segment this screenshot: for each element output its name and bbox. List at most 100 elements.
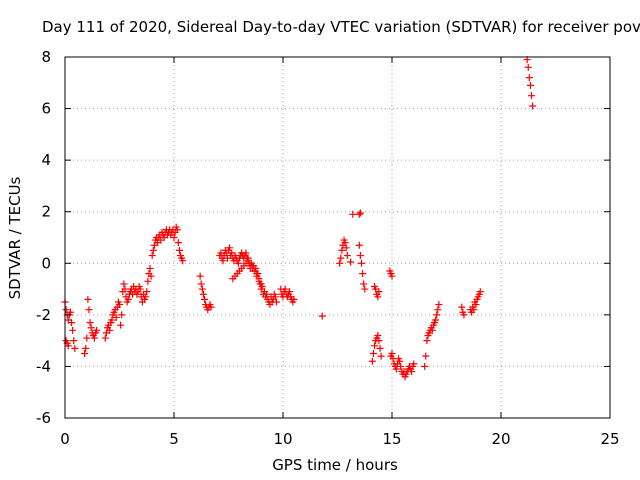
data-point	[242, 259, 250, 267]
data-point	[143, 288, 151, 296]
data-point	[428, 326, 436, 334]
data-point	[434, 306, 442, 314]
data-point	[106, 326, 114, 334]
data-point	[175, 246, 183, 254]
chart-title: Day 111 of 2020, Sidereal Day-to-day VTE…	[42, 18, 640, 36]
data-point	[286, 288, 294, 296]
data-point	[388, 350, 396, 358]
data-point	[121, 285, 129, 293]
y-tick-label: 6	[41, 100, 51, 118]
data-point	[70, 337, 78, 345]
data-point	[84, 295, 92, 303]
data-point	[361, 285, 369, 293]
data-point	[377, 352, 385, 360]
data-point	[242, 249, 250, 257]
data-point	[410, 360, 418, 368]
data-point	[337, 254, 345, 262]
x-tick-label: 25	[600, 430, 619, 448]
data-point	[82, 344, 90, 352]
data-point	[368, 357, 376, 365]
data-point	[179, 257, 187, 265]
data-point	[71, 344, 79, 352]
data-point	[392, 365, 400, 373]
x-tick-label: 20	[491, 430, 510, 448]
data-point	[146, 264, 154, 272]
y-tick-label: 4	[41, 151, 51, 169]
data-point	[117, 321, 125, 329]
data-point	[476, 288, 484, 296]
data-point	[432, 316, 440, 324]
data-points	[61, 56, 537, 381]
y-tick-label: 0	[41, 254, 51, 272]
y-tick-label: -4	[36, 357, 51, 375]
y-axis-title: SDTVAR / TECUs	[6, 176, 24, 299]
data-point	[524, 63, 532, 71]
data-point	[374, 331, 382, 339]
data-point	[255, 275, 263, 283]
data-point	[170, 234, 178, 241]
data-point	[120, 280, 128, 288]
data-point	[528, 92, 536, 100]
x-axis-ticks: 0 5 10 15 20 25	[60, 57, 620, 448]
data-point	[69, 326, 77, 334]
data-point	[422, 352, 430, 360]
data-point	[219, 257, 227, 265]
data-point	[147, 272, 155, 280]
data-point	[62, 306, 70, 314]
x-tick-label: 10	[273, 430, 292, 448]
data-point	[271, 293, 279, 301]
data-point	[349, 210, 357, 218]
data-point	[148, 252, 156, 260]
data-point	[81, 350, 89, 358]
data-point	[318, 312, 326, 320]
data-point	[198, 285, 206, 293]
plot-frame	[64, 56, 611, 419]
y-tick-label: -6	[36, 409, 51, 427]
x-axis-title: GPS time / hours	[272, 456, 398, 474]
data-point	[529, 102, 537, 110]
data-point	[374, 293, 382, 301]
data-point	[244, 254, 252, 262]
data-point	[136, 285, 144, 293]
data-point	[207, 303, 215, 311]
data-point	[253, 270, 261, 278]
data-point	[108, 316, 116, 324]
data-point	[149, 246, 157, 254]
data-point	[375, 337, 383, 345]
y-tick-label: -2	[36, 306, 51, 324]
data-point	[369, 350, 377, 358]
data-point	[408, 368, 416, 376]
data-point	[83, 334, 91, 342]
data-point	[342, 244, 350, 252]
data-point	[263, 290, 271, 298]
data-point	[356, 209, 364, 217]
data-point	[144, 277, 152, 285]
data-point	[116, 301, 123, 309]
data-point	[68, 319, 76, 327]
data-point	[118, 311, 126, 319]
data-point	[360, 280, 368, 288]
data-point	[472, 301, 480, 309]
data-point	[201, 295, 209, 303]
data-point	[281, 285, 289, 293]
x-tick-label: 15	[382, 430, 401, 448]
data-point	[101, 334, 109, 342]
data-point	[257, 280, 265, 288]
data-point	[357, 259, 365, 267]
data-point	[396, 357, 404, 365]
data-point	[341, 239, 349, 247]
data-point	[470, 306, 478, 314]
data-point	[397, 362, 405, 370]
data-point	[423, 337, 431, 345]
data-point	[526, 81, 534, 89]
data-point	[460, 311, 468, 319]
y-tick-label: 2	[41, 203, 51, 221]
data-point	[86, 319, 94, 327]
data-point	[356, 252, 364, 260]
data-point	[197, 280, 205, 288]
data-point	[458, 303, 466, 311]
data-point	[85, 306, 93, 314]
data-point	[196, 272, 204, 280]
